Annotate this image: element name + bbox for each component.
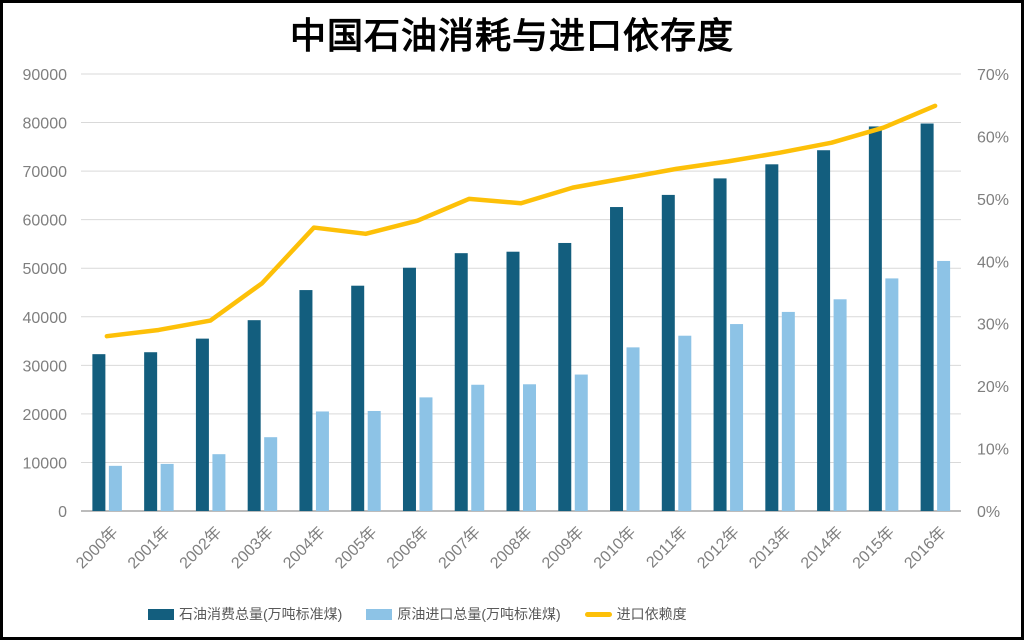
consumption-bar bbox=[351, 285, 365, 511]
combo-chart-canvas: 0 10000 20000 30000 40000 50000 60000 70000 8000… bbox=[23, 67, 1010, 572]
import-bar bbox=[212, 454, 226, 511]
chart-title: 中国石油消耗与进口依存度 bbox=[289, 15, 734, 56]
consumption-bar bbox=[144, 352, 158, 511]
dependence-line-swatch-icon bbox=[584, 611, 612, 617]
left-axis-tick-label: 0 bbox=[58, 504, 67, 521]
import-bar bbox=[730, 324, 744, 511]
consumption-bar bbox=[868, 126, 882, 511]
import-bar bbox=[626, 347, 640, 511]
import-bar bbox=[367, 410, 381, 511]
x-axis-tick-label: 2009年 bbox=[538, 523, 587, 572]
consumption-bar bbox=[558, 242, 572, 511]
left-axis-tick-label: 60000 bbox=[23, 213, 68, 230]
x-axis-tick-label: 2002年 bbox=[176, 523, 225, 572]
import-bar bbox=[833, 299, 847, 511]
import-bar bbox=[471, 384, 485, 511]
consumption-bar bbox=[920, 123, 934, 511]
consumption-bar bbox=[402, 267, 416, 511]
consumption-bar bbox=[817, 150, 831, 511]
legend-label-imports: 原油进口总量(万吨标准煤) bbox=[397, 606, 561, 622]
consumption-bar bbox=[247, 320, 261, 511]
legend: 石油消费总量(万吨标准煤) 原油进口总量(万吨标准煤) 进口依赖度 bbox=[148, 601, 687, 627]
import-bar bbox=[523, 384, 536, 511]
x-axis-tick-label: 2013年 bbox=[745, 523, 794, 572]
x-axis-tick-label: 2010年 bbox=[590, 523, 639, 572]
right-axis-tick-label: 60% bbox=[977, 129, 1009, 146]
import-bar bbox=[937, 260, 951, 511]
x-axis-tick-label: 2011年 bbox=[643, 523, 691, 571]
right-axis-tick-label: 50% bbox=[977, 192, 1009, 209]
import-bar bbox=[419, 397, 433, 511]
left-axis-tick-label: 90000 bbox=[23, 67, 68, 84]
import-bar bbox=[781, 311, 795, 511]
right-axis-tick-label: 40% bbox=[977, 254, 1009, 271]
x-axis-tick-label: 2003年 bbox=[228, 523, 277, 572]
consumption-bar bbox=[610, 207, 624, 511]
legend-item-consumption: 石油消费总量(万吨标准煤) bbox=[148, 601, 342, 627]
consumption-bar bbox=[195, 338, 209, 511]
consumption-bar bbox=[92, 354, 106, 511]
x-axis-tick-label: 2014年 bbox=[797, 523, 846, 572]
x-axis-tick-label: 2012年 bbox=[694, 523, 743, 572]
x-axis-tick-label: 2005年 bbox=[331, 523, 380, 572]
consumption-swatch-icon bbox=[148, 608, 174, 620]
legend-label-consumption: 石油消费总量(万吨标准煤) bbox=[179, 606, 343, 622]
import-bar bbox=[108, 465, 122, 511]
import-bar bbox=[160, 463, 174, 511]
consumption-bar bbox=[765, 164, 779, 511]
import-bar bbox=[264, 437, 278, 511]
right-axis-tick-label: 10% bbox=[977, 442, 1009, 459]
legend-item-dependence: 进口依赖度 bbox=[584, 601, 687, 627]
x-axis-tick-label: 2016年 bbox=[901, 523, 950, 572]
dependence-line bbox=[104, 103, 938, 339]
x-axis-tick-label: 2000年 bbox=[72, 523, 121, 572]
x-axis-tick-label: 2004年 bbox=[280, 523, 329, 572]
right-axis-tick-label: 70% bbox=[977, 67, 1009, 84]
import-bar bbox=[885, 278, 899, 511]
imports-swatch-icon bbox=[366, 608, 393, 620]
right-axis-tick-label: 0% bbox=[977, 504, 1000, 521]
consumption-bar bbox=[506, 251, 520, 512]
right-axis-tick-label: 30% bbox=[977, 317, 1009, 334]
x-axis-tick-label: 2006年 bbox=[383, 523, 432, 572]
left-axis-tick-label: 70000 bbox=[23, 164, 68, 181]
consumption-bar bbox=[454, 253, 468, 512]
left-axis-tick-label: 10000 bbox=[23, 455, 68, 472]
right-axis-tick-label: 20% bbox=[977, 379, 1009, 396]
legend-item-imports: 原油进口总量(万吨标准煤) bbox=[366, 601, 561, 627]
import-bar bbox=[678, 335, 692, 511]
x-axis-tick-label: 2001年 bbox=[124, 523, 173, 572]
consumption-bar bbox=[661, 194, 675, 512]
import-bar bbox=[315, 411, 329, 511]
consumption-bar bbox=[299, 290, 313, 511]
import-bar bbox=[574, 374, 588, 511]
left-axis-tick-label: 80000 bbox=[23, 116, 68, 133]
left-axis-tick-label: 20000 bbox=[23, 407, 68, 424]
consumption-bar bbox=[713, 178, 727, 511]
left-axis-tick-label: 40000 bbox=[23, 310, 68, 327]
x-axis-tick-label: 2007年 bbox=[435, 523, 484, 572]
left-axis-tick-label: 50000 bbox=[23, 261, 68, 278]
legend-label-dependence: 进口依赖度 bbox=[616, 606, 687, 622]
x-axis-tick-label: 2015年 bbox=[849, 523, 898, 572]
x-axis-tick-label: 2008年 bbox=[487, 523, 536, 572]
left-axis-tick-label: 30000 bbox=[23, 358, 68, 375]
